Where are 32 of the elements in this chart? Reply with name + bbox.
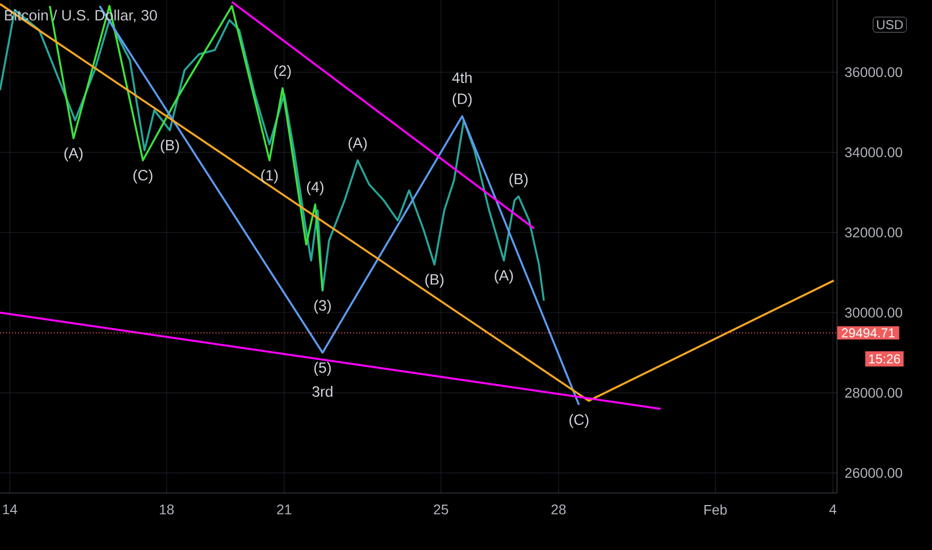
x-tick-label: 14 (3, 504, 18, 514)
x-tick-label: Feb (704, 504, 727, 515)
annotation: (B) (510, 173, 528, 188)
y-tick-label: 30000.00 (845, 308, 902, 318)
x-tick-label: 18 (160, 504, 174, 514)
annotation: (C) (133, 170, 152, 184)
annotation: (D) (452, 93, 472, 108)
annotation: (2) (274, 65, 291, 79)
annotation: (3) (314, 300, 331, 314)
text: 15:26 (869, 354, 900, 364)
annotation: (B) (160, 139, 179, 154)
x-tick-label: 21 (277, 504, 292, 514)
y-tick-label: 36000.00 (845, 67, 902, 78)
annotation: (A) (64, 147, 83, 162)
annotation: (5) (314, 362, 331, 376)
y-tick-label: 26000.00 (845, 468, 902, 478)
x-tick-label: 28 (551, 504, 566, 514)
x-tick-label: 25 (434, 504, 448, 514)
ref-line-label: 29494.71 (842, 328, 895, 338)
annotation: (A) (494, 270, 513, 284)
y-tick-label: 28000.00 (845, 388, 902, 398)
annotation: (A) (348, 137, 367, 152)
x-tick-label: 4 (829, 504, 836, 514)
text: USD (877, 20, 903, 30)
annotation: 4th (452, 72, 472, 84)
annotation: (C) (570, 414, 588, 428)
annotation: (B) (425, 274, 444, 288)
annotation: (4) (306, 181, 324, 196)
y-tick-label: 32000.00 (845, 228, 902, 238)
annotation: 3rd (312, 386, 332, 397)
annotation: (1) (261, 170, 278, 184)
y-tick-label: 34000.00 (845, 147, 902, 158)
